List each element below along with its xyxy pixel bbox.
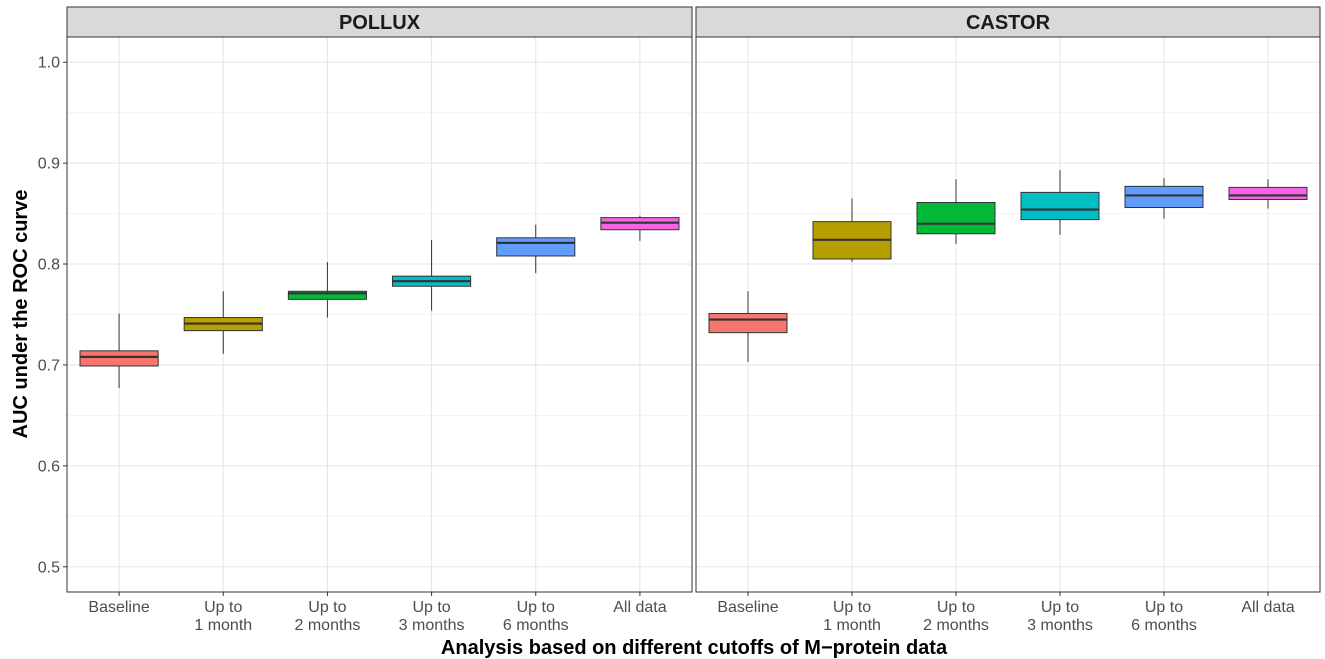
box-body <box>1020 191 1100 221</box>
box-3 <box>392 239 472 311</box>
panel-border <box>695 36 1321 593</box>
y-tick-label: 0.8 <box>38 257 60 274</box>
box-5 <box>1228 179 1308 209</box>
box-1 <box>183 291 263 354</box>
box-body <box>916 201 996 235</box>
x-tick-label: Up to 1 month <box>194 599 252 634</box>
x-tick-label: All data <box>613 599 666 616</box>
x-tick-label: Up to 6 months <box>1131 599 1197 634</box>
x-tick-label: Up to 1 month <box>823 599 881 634</box>
x-tick-label: Up to 2 months <box>295 599 361 634</box>
box-3 <box>1020 170 1100 235</box>
x-tick-label-line: 2 months <box>923 617 989 634</box>
box-body <box>79 350 159 367</box>
x-tick-label-line: 2 months <box>295 617 361 634</box>
facet-strip <box>695 6 1321 38</box>
x-tick-label-line: Up to <box>517 599 555 616</box>
x-tick-label: Up to 3 months <box>399 599 465 634</box>
box-1 <box>812 198 892 263</box>
x-tick-label-line: 1 month <box>194 617 252 634</box>
box-4 <box>1124 178 1204 219</box>
x-tick-label: Up to 6 months <box>503 599 569 634</box>
box-body <box>496 237 576 257</box>
facet-strip <box>66 6 693 38</box>
x-tick-label-line: Up to <box>937 599 975 616</box>
x-tick-label-line: Up to <box>308 599 346 616</box>
box-body <box>1228 186 1308 200</box>
facet-strip-title: POLLUX <box>339 12 421 34</box>
box-5 <box>600 215 680 241</box>
box-0 <box>79 313 159 389</box>
y-tick-label: 0.7 <box>38 357 60 374</box>
box-body <box>1124 185 1204 209</box>
x-tick-label: All data <box>1241 599 1294 616</box>
y-axis: 0.5 0.6 0.7 0.8 0.9 1.0 <box>38 55 67 576</box>
x-tick-label-line: 3 months <box>399 617 465 634</box>
x-tick-label-line: Up to <box>1041 599 1079 616</box>
x-tick-label-line: 1 month <box>823 617 881 634</box>
x-tick-label-line: All data <box>1241 599 1294 616</box>
x-tick-label-line: Baseline <box>88 599 149 616</box>
box-0 <box>708 291 788 362</box>
box-2 <box>916 179 996 244</box>
x-tick-label-line: Baseline <box>717 599 778 616</box>
x-tick-label-line: Up to <box>833 599 871 616</box>
box-body <box>708 312 788 334</box>
facet-strip-title: CASTOR <box>966 12 1051 34</box>
y-tick-label: 1.0 <box>38 55 60 72</box>
x-tick-label-line: 3 months <box>1027 617 1093 634</box>
x-tick-label-line: 6 months <box>503 617 569 634</box>
y-tick-label: 0.6 <box>38 458 60 475</box>
x-tick-label: Baseline <box>88 599 149 616</box>
x-tick-label: Up to 2 months <box>923 599 989 634</box>
box-4 <box>496 224 576 274</box>
x-tick-label-line: Up to <box>204 599 242 616</box>
x-tick-label-line: All data <box>613 599 666 616</box>
x-tick-label-line: 6 months <box>1131 617 1197 634</box>
panel-border <box>66 36 693 593</box>
x-axis-title: Analysis based on different cutoffs of M… <box>441 637 948 659</box>
x-tick-label-line: Up to <box>412 599 450 616</box>
x-tick-label: Up to 3 months <box>1027 599 1093 634</box>
box-2 <box>287 262 367 318</box>
y-tick-label: 0.9 <box>38 156 60 173</box>
y-axis-title: AUC under the ROC curve <box>10 190 32 439</box>
x-tick-label: Baseline <box>717 599 778 616</box>
box-body <box>287 290 367 300</box>
x-tick-label-line: Up to <box>1145 599 1183 616</box>
y-tick-label: 0.5 <box>38 559 60 576</box>
